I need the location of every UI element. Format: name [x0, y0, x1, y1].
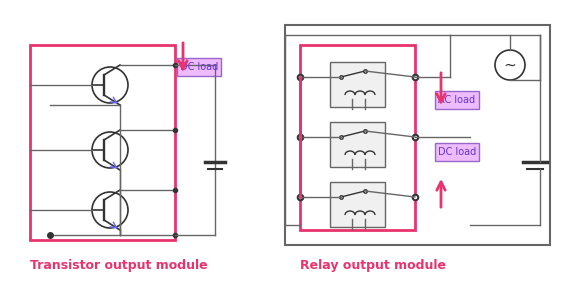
Text: DC load: DC load: [180, 62, 218, 72]
Text: ~: ~: [504, 58, 516, 72]
FancyBboxPatch shape: [177, 58, 221, 76]
Text: Transistor output module: Transistor output module: [30, 258, 208, 272]
FancyBboxPatch shape: [330, 182, 385, 227]
FancyBboxPatch shape: [435, 143, 479, 161]
FancyBboxPatch shape: [330, 122, 385, 167]
FancyBboxPatch shape: [435, 91, 479, 109]
Text: Relay output module: Relay output module: [300, 258, 446, 272]
Text: AC load: AC load: [439, 95, 476, 105]
FancyBboxPatch shape: [330, 62, 385, 107]
Text: DC load: DC load: [438, 147, 476, 157]
